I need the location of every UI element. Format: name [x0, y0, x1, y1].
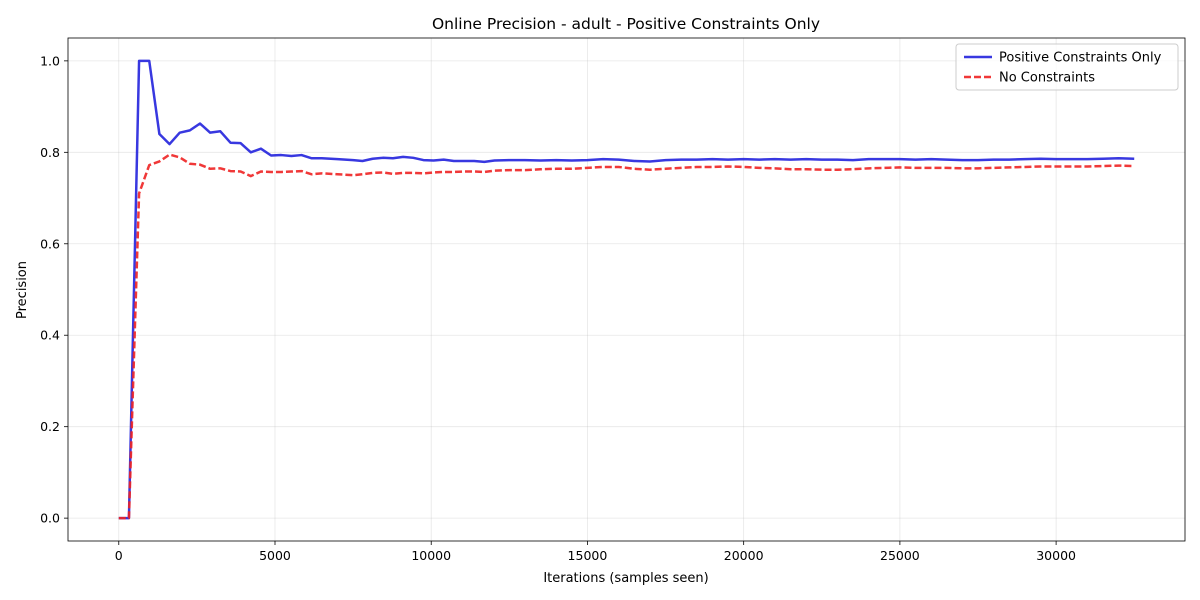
legend: Positive Constraints Only No Constraints	[955, 43, 1179, 91]
legend-label-no-constraints: No Constraints	[999, 71, 1095, 86]
y-tick-label: 1.0	[40, 53, 60, 68]
x-tick-label: 25000	[880, 548, 920, 563]
y-tick-label: 0.4	[40, 328, 60, 343]
series-layer	[118, 59, 1135, 520]
x-tick-label: 5000	[259, 548, 291, 563]
x-tick-label: 10000	[411, 548, 451, 563]
x-tick-label: 0	[115, 548, 123, 563]
x-tick-label: 30000	[1036, 548, 1076, 563]
axis-ticks: 0 5000 10000 15000 20000 25000 30000 0.0 0.2 0.4 0…	[40, 53, 1076, 563]
y-tick-label: 0.8	[40, 145, 60, 160]
chart-title: Online Precision - adult - Positive Cons…	[432, 15, 820, 33]
y-tick-label: 0.6	[40, 236, 60, 251]
x-tick-label: 20000	[724, 548, 764, 563]
legend-label-positive-constraints: Positive Constraints Only	[999, 51, 1162, 66]
y-tick-label: 0.0	[40, 511, 60, 526]
plot-frame	[67, 37, 1186, 542]
grid	[68, 38, 1185, 541]
x-axis-label: Iterations (samples seen)	[543, 571, 708, 586]
legend-box	[955, 43, 1179, 91]
y-tick-label: 0.2	[40, 419, 60, 434]
x-tick-label: 15000	[568, 548, 608, 563]
series-line-no-constraints	[118, 153, 1135, 520]
y-axis-label: Precision	[15, 261, 30, 319]
series-line-positive-constraints	[118, 59, 1135, 520]
